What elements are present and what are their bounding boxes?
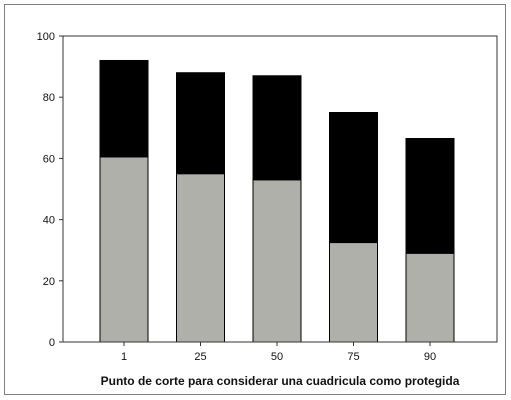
x-axis-title: Punto de corte para considerar una cuadr…: [101, 374, 460, 388]
x-tick-label-75: 75: [347, 351, 359, 363]
x-tick-label-1: 1: [121, 351, 127, 363]
bars-group: [99, 59, 455, 343]
x-tick-label-25: 25: [194, 351, 206, 363]
y-tick-label-100: 100: [37, 31, 55, 43]
bar-segment-upper-1: [99, 59, 149, 158]
x-tick-label-50: 50: [271, 351, 283, 363]
bar-segment-lower-50: [252, 179, 302, 343]
y-tick-label-40: 40: [43, 215, 55, 227]
bar-segment-lower-1: [99, 156, 149, 343]
y-axis: 0 20 40 60 80 100: [37, 31, 63, 349]
plot-area: [62, 35, 498, 343]
bar-segment-upper-25: [176, 72, 225, 175]
bar-segment-upper-90: [405, 138, 455, 254]
y-tick-label-60: 60: [43, 153, 55, 165]
y-tick-label-0: 0: [49, 337, 55, 349]
x-axis: 1 25 50 75 90: [121, 342, 436, 363]
y-tick-label-80: 80: [43, 92, 55, 104]
x-tick-label-90: 90: [424, 351, 436, 363]
bar-segment-lower-25: [176, 173, 225, 343]
bar-segment-upper-75: [329, 112, 378, 244]
y-tick-label-20: 20: [43, 276, 55, 288]
bar-segment-lower-90: [405, 252, 455, 343]
bar-segment-upper-50: [252, 75, 302, 181]
bar-segment-lower-75: [329, 242, 378, 343]
